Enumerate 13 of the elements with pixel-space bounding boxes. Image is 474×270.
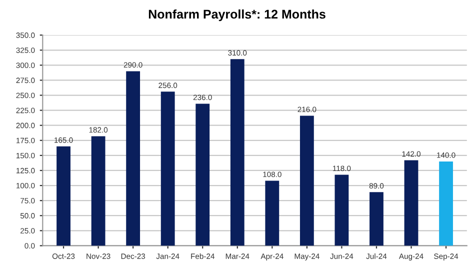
- bar: [334, 174, 349, 246]
- chart-title: Nonfarm Payrolls*: 12 Months: [148, 9, 326, 22]
- bar: [91, 136, 106, 246]
- bar: [300, 116, 314, 246]
- bar: [439, 161, 453, 246]
- bar: [265, 180, 280, 246]
- bar: [196, 104, 210, 246]
- bar: [160, 92, 175, 246]
- bar: [370, 192, 384, 246]
- bar: [230, 59, 244, 246]
- bar: [56, 146, 70, 246]
- bar: [126, 71, 140, 246]
- bar: [404, 160, 418, 246]
